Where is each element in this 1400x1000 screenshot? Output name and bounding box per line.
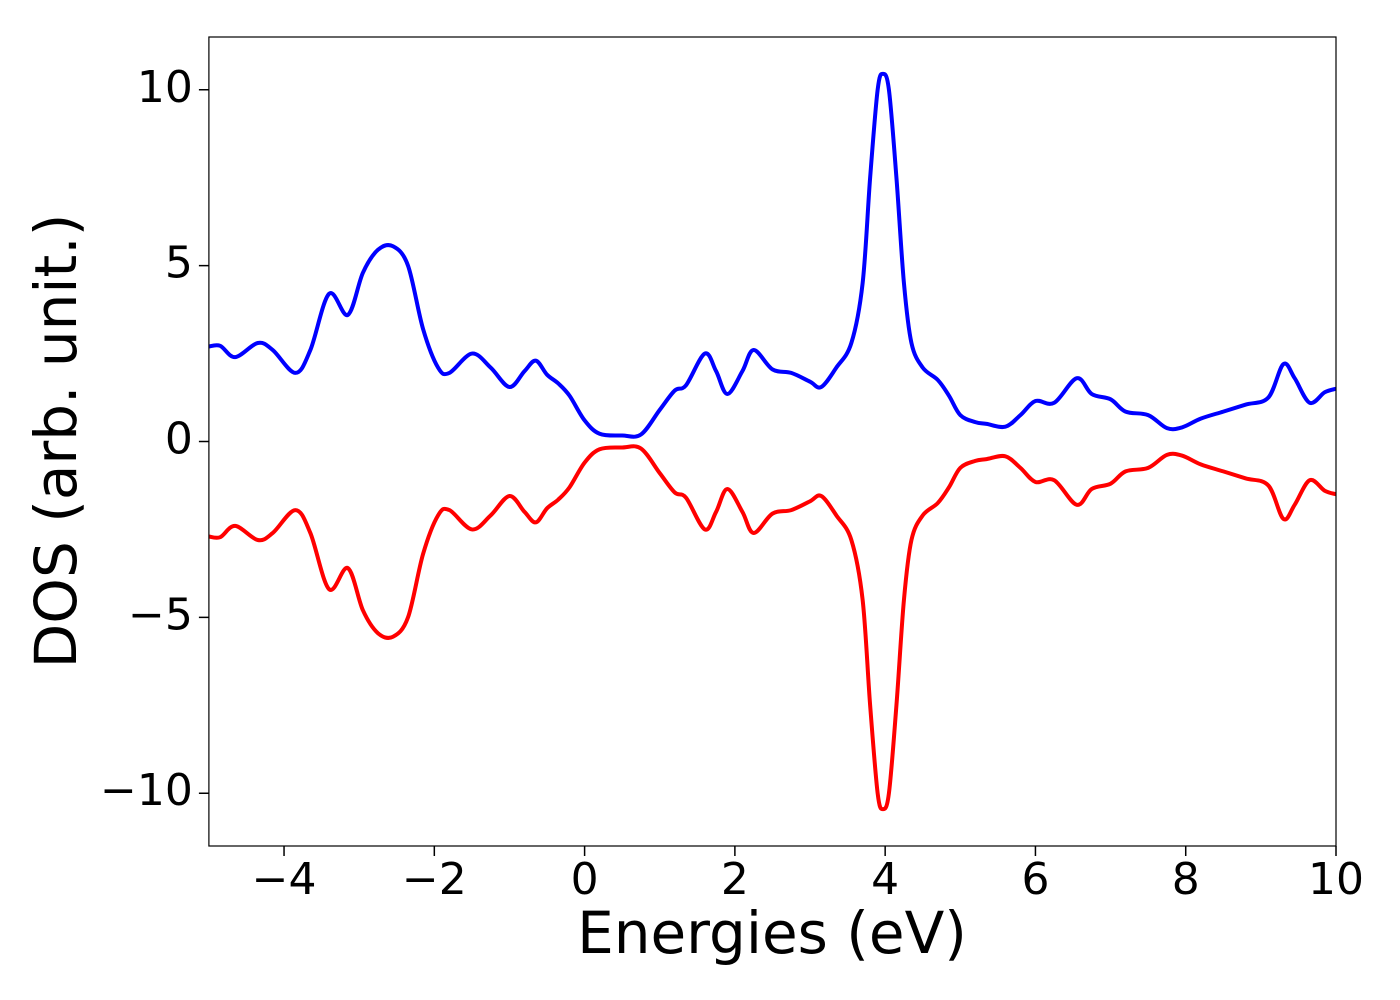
x-tick-label: −2 <box>402 854 467 905</box>
x-tick-label: 2 <box>721 854 749 905</box>
y-tick-label: 5 <box>165 238 193 289</box>
x-tick-label: 6 <box>1021 854 1049 905</box>
x-tick-label: −4 <box>252 854 317 905</box>
x-tick-label: 4 <box>871 854 899 905</box>
x-tick-label: 8 <box>1172 854 1200 905</box>
plot-frame <box>208 36 1337 847</box>
dos-line <box>208 444 1336 812</box>
y-axis-label: DOS (arb. unit.) <box>22 214 90 669</box>
dos-line <box>208 71 1336 439</box>
x-axis-label: Energies (eV) <box>577 899 967 967</box>
y-tick-label: 0 <box>165 414 193 465</box>
y-tick-label: 10 <box>137 62 193 113</box>
y-tick-label: −5 <box>128 589 193 640</box>
y-tick-label: −10 <box>100 765 193 816</box>
x-tick-label: 10 <box>1308 854 1364 905</box>
x-tick-label: 0 <box>571 854 599 905</box>
